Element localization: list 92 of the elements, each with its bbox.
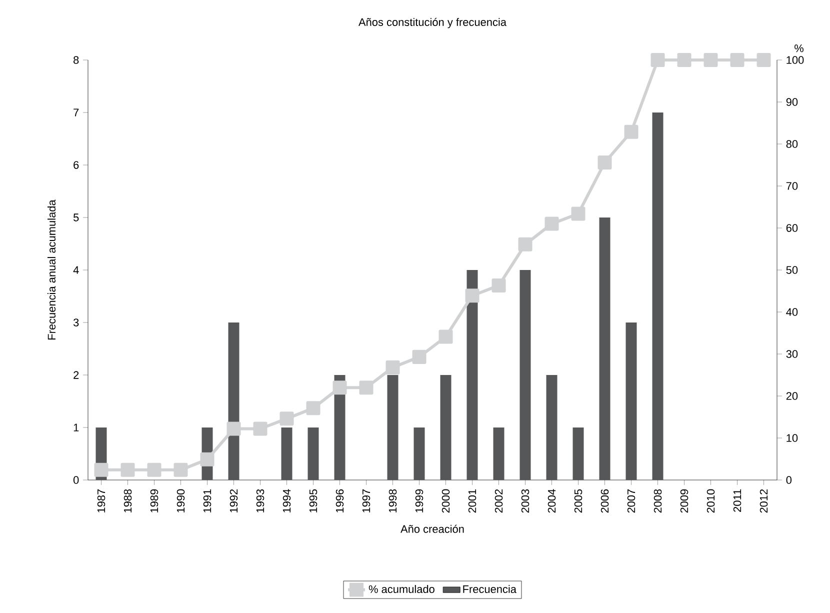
point — [94, 462, 108, 477]
x-tick-label: 2009 — [680, 489, 688, 513]
bar — [652, 112, 664, 480]
bar — [626, 322, 637, 480]
x-tick-label: 2004 — [548, 489, 556, 513]
point — [465, 288, 480, 303]
x-tick-label: 2002 — [494, 489, 503, 513]
bar — [466, 270, 478, 480]
x-tick-label: 1987 — [97, 489, 106, 512]
x-tick-label: 1992 — [230, 489, 238, 512]
point — [518, 237, 532, 252]
y-tick-label: 6 — [74, 161, 79, 169]
y2-tick-label: 40 — [786, 308, 798, 316]
point — [598, 155, 612, 170]
y-tick-label: 7 — [74, 108, 79, 116]
point — [332, 380, 347, 395]
x-tick-label: 2012 — [760, 489, 768, 513]
x-tick-label: 2010 — [706, 489, 715, 513]
y-tick-label: 1 — [74, 424, 79, 432]
point — [359, 380, 374, 395]
y-tick-label: 4 — [73, 266, 79, 274]
legend-label: Frecuencia — [463, 584, 516, 594]
x-tick-label: 2006 — [600, 489, 609, 513]
x-tick-label: 1990 — [176, 489, 185, 512]
y-tick-label: 2 — [74, 371, 79, 379]
y-axis-title: Frecuencia anual acumulada — [48, 200, 56, 340]
point — [386, 360, 400, 374]
y2-tick-label: 20 — [786, 392, 798, 400]
x-tick-label: 2001 — [468, 489, 476, 513]
y2-tick-label: 100 — [786, 56, 804, 64]
y-tick-label: 5 — [73, 214, 79, 222]
point — [704, 52, 718, 67]
point — [120, 462, 135, 477]
x-tick-label: 1996 — [336, 489, 344, 512]
point — [438, 330, 453, 344]
x-tick-label: 1991 — [203, 489, 212, 512]
y-tick-label: 0 — [73, 476, 79, 484]
y-tick-label: 3 — [73, 318, 79, 326]
bar — [440, 375, 452, 480]
y2-tick-label: 30 — [786, 350, 798, 358]
x-tick-label: 2011 — [733, 489, 742, 512]
point — [147, 462, 162, 477]
y2-tick-label: 0 — [786, 476, 792, 484]
x-tick-label: 1999 — [415, 489, 424, 512]
bar — [599, 218, 610, 480]
bar — [414, 428, 425, 480]
bar — [228, 322, 240, 480]
point — [492, 278, 506, 293]
point — [226, 422, 241, 436]
y2-tick-label: 10 — [786, 434, 798, 442]
point — [756, 52, 771, 67]
bar — [308, 428, 319, 480]
y2-tick-label: 90 — [786, 98, 798, 106]
y2-tick-label: 50 — [786, 266, 798, 274]
y2-tick-label: 80 — [786, 140, 798, 148]
bar — [493, 428, 504, 480]
point — [200, 452, 214, 466]
point — [306, 401, 320, 416]
bar — [572, 428, 584, 480]
x-tick-label: 2005 — [574, 489, 582, 513]
point — [571, 206, 586, 221]
y2-tick-label: 70 — [786, 182, 798, 190]
chart-title: Años constitución y frecuencia — [358, 18, 506, 28]
x-tick-label: 2007 — [627, 489, 636, 513]
bar — [387, 375, 398, 480]
x-tick-label: 2008 — [654, 489, 662, 513]
point — [677, 52, 692, 67]
point — [544, 216, 559, 231]
y-tick-label: 8 — [74, 56, 79, 64]
y2-tick-label: 60 — [786, 224, 798, 232]
x-tick-label: 2003 — [521, 489, 530, 513]
x-tick-label: 2000 — [442, 489, 450, 513]
point — [174, 462, 188, 477]
x-tick-label: 1988 — [124, 489, 132, 512]
bar — [281, 428, 292, 480]
bar — [520, 270, 531, 480]
point — [730, 52, 744, 67]
x-tick-label: 1993 — [256, 489, 264, 512]
point — [253, 422, 268, 436]
x-tick-label: 1995 — [309, 489, 318, 512]
point — [412, 350, 426, 364]
y2-axis-title: % — [794, 44, 804, 52]
bar — [546, 375, 558, 480]
legend-label: % acumulado — [368, 584, 434, 594]
x-tick-label: 1997 — [362, 489, 370, 512]
x-axis-title: Año creación — [400, 524, 464, 533]
point — [280, 412, 294, 426]
x-tick-label: 1989 — [150, 489, 158, 512]
point — [650, 52, 665, 67]
x-tick-label: 1998 — [388, 489, 397, 512]
point — [624, 124, 638, 139]
x-tick-label: 1994 — [282, 489, 291, 512]
